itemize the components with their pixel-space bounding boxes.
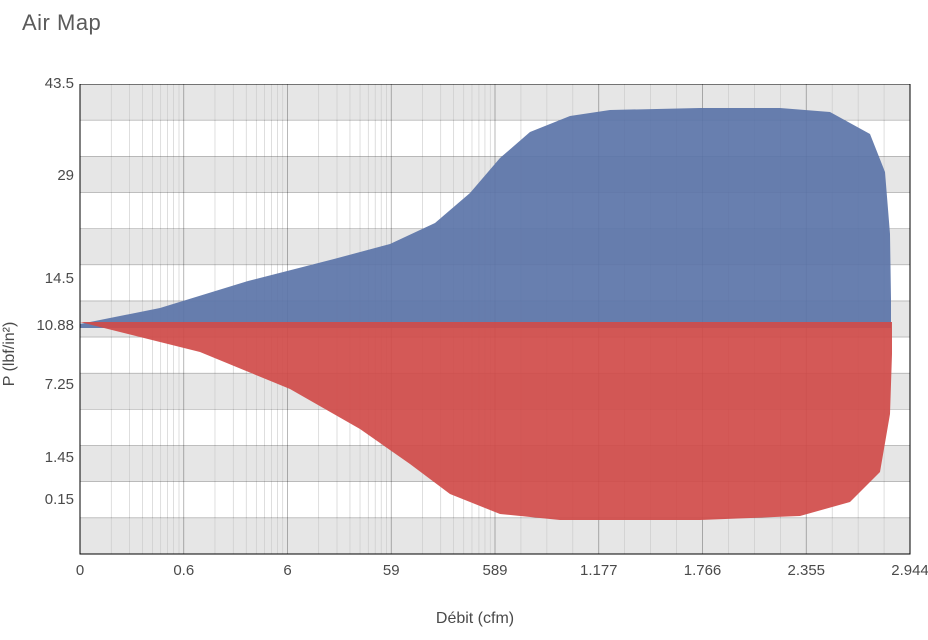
- x-tick-1.177: 1.177: [580, 562, 618, 579]
- y-tick-7.25: 7.25: [24, 376, 74, 393]
- x-tick-1.766: 1.766: [684, 562, 722, 579]
- air-map-chart: P (lbf/in²) Débit (cfm) 0.151.457.2510.8…: [20, 84, 928, 624]
- y-tick-43.5: 43.5: [24, 75, 74, 92]
- x-tick-2.355: 2.355: [787, 562, 825, 579]
- x-tick-2.944: 2.944: [891, 562, 928, 579]
- y-tick-1.45: 1.45: [24, 449, 74, 466]
- x-tick-6: 6: [283, 562, 291, 579]
- y-tick-14.5: 14.5: [24, 270, 74, 287]
- x-tick-0.6: 0.6: [173, 562, 194, 579]
- y-tick-29: 29: [24, 167, 74, 184]
- x-tick-0: 0: [76, 562, 84, 579]
- chart-title: Air Map: [22, 10, 101, 36]
- x-axis-label: Débit (cfm): [436, 610, 514, 628]
- plot-svg: [20, 84, 928, 584]
- x-tick-589: 589: [482, 562, 507, 579]
- x-tick-59: 59: [383, 562, 400, 579]
- y-tick-10.88: 10.88: [24, 317, 74, 334]
- y-axis-label: P (lbf/in²): [1, 322, 19, 387]
- y-tick-0.15: 0.15: [24, 491, 74, 508]
